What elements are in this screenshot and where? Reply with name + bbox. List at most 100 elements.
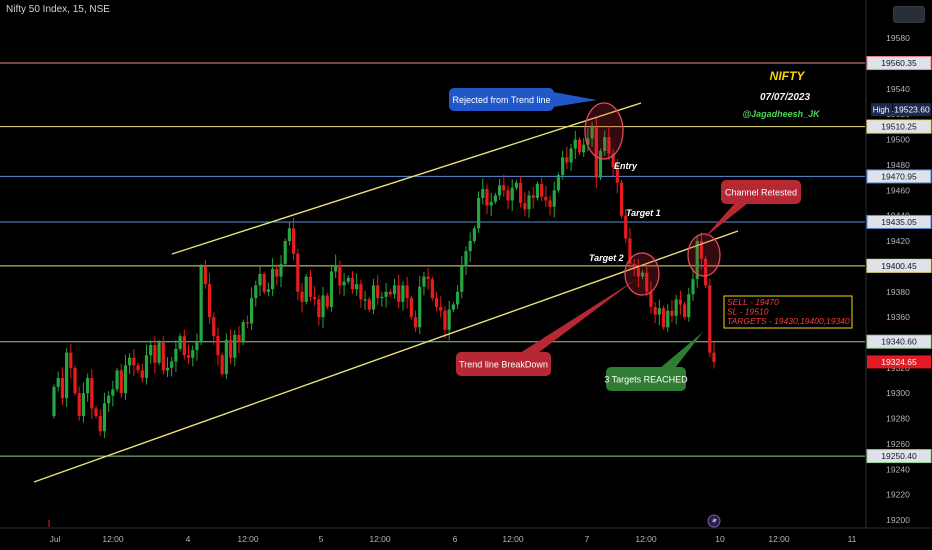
candle-body	[195, 342, 199, 351]
candle-body	[506, 190, 510, 201]
candle-body	[531, 195, 535, 198]
y-tick-label: 19240	[886, 464, 910, 474]
candle-body	[237, 334, 241, 343]
x-tick-label: 11	[848, 534, 857, 544]
candlesticks	[52, 118, 716, 438]
x-tick-label: 12:00	[102, 534, 124, 544]
candle-body	[233, 334, 237, 358]
candle-body	[523, 202, 527, 210]
candle-body	[228, 339, 233, 358]
candle-body	[552, 190, 556, 207]
candle-body	[502, 185, 506, 191]
candle-body	[102, 403, 107, 432]
candle-body	[590, 126, 594, 139]
candle-body	[359, 284, 363, 300]
candle-body	[90, 377, 94, 409]
callout-reached-box	[606, 367, 686, 391]
callout-breakdown-box	[456, 352, 551, 376]
lower-trendline	[33, 230, 739, 483]
candle-body	[594, 126, 598, 178]
candle-body	[107, 395, 111, 404]
x-axis-ticks: Jul 12:00 4 12:00 5 12:00 6 12:00 7 12:00 10 12:00 1…	[50, 534, 857, 544]
candle-body	[212, 317, 216, 337]
candle-body	[77, 393, 81, 417]
chart-settings-button[interactable]	[893, 6, 925, 23]
candle-body	[81, 393, 86, 417]
candle-body	[401, 285, 405, 302]
candle-body	[460, 266, 464, 292]
y-tick-label: 19500	[886, 135, 910, 145]
candle-body	[439, 306, 443, 311]
callout-reached: 3 Targets REACHED	[604, 332, 703, 391]
candle-body	[98, 416, 102, 432]
y-tick-label: 19460	[886, 185, 910, 195]
level-price-tag	[866, 214, 932, 229]
level-price-tag	[866, 119, 932, 134]
date-text: 07/07/2023	[760, 92, 810, 103]
x-tick-label: 12:00	[768, 534, 790, 544]
y-tick-label: 19300	[886, 388, 910, 398]
candle-body	[136, 365, 140, 371]
trade-box-border	[723, 295, 853, 329]
high-tag-label: High	[873, 106, 889, 115]
candle-body	[317, 299, 321, 318]
candle-body	[678, 299, 682, 305]
x-tick-label: 7	[585, 534, 590, 544]
candle-body	[287, 228, 292, 242]
level-price-label: 19510.25	[881, 122, 917, 132]
candle-body	[472, 228, 476, 242]
candle-body	[111, 389, 115, 396]
candle-body	[682, 304, 687, 318]
level-price-tag	[866, 334, 932, 349]
level-price-tag	[866, 449, 932, 464]
candle-body	[434, 298, 439, 307]
y-tick-label: 19540	[886, 84, 910, 94]
breakdown-ellipse	[624, 252, 660, 296]
candle-body	[249, 298, 254, 324]
candle-body	[695, 241, 699, 280]
candle-body	[586, 138, 590, 145]
candle-body	[548, 200, 552, 207]
candle-body	[325, 295, 329, 307]
candle-body	[140, 370, 144, 378]
candle-body	[207, 284, 212, 318]
candle-body	[418, 286, 422, 328]
level-price-tag	[866, 56, 932, 71]
candle-body	[619, 182, 624, 216]
candle-body	[397, 285, 401, 302]
candle-body	[165, 367, 170, 371]
high-price-label: 19523.60	[894, 105, 930, 115]
callout-retested-pointer	[704, 203, 748, 238]
high-tag-box	[871, 103, 892, 117]
candle-body	[573, 139, 577, 149]
candle-body	[191, 350, 195, 358]
candle-body	[519, 182, 523, 203]
x-tick-label: 12:00	[237, 534, 259, 544]
candle-body	[582, 144, 586, 153]
candle-body	[69, 352, 73, 368]
y-tick-label: 19200	[886, 515, 910, 525]
candle-body	[703, 258, 708, 286]
x-tick-label: 6	[453, 534, 458, 544]
candle-body	[636, 267, 640, 277]
candle-body	[380, 296, 384, 299]
candle-body	[699, 241, 703, 259]
callout-retested-box	[721, 180, 801, 204]
candle-body	[430, 279, 434, 299]
candle-body	[661, 308, 666, 328]
x-tick-label: 10	[715, 534, 725, 544]
target2-label: Target 2	[589, 253, 624, 263]
candle-body	[565, 157, 569, 163]
retest-ellipse	[687, 233, 721, 277]
candle-body	[94, 408, 98, 417]
candle-body	[254, 285, 258, 299]
candle-body	[687, 294, 691, 318]
candle-body	[527, 195, 531, 210]
level-price-label: 19470.95	[881, 171, 917, 181]
candle-body	[464, 251, 468, 267]
candle-body	[624, 215, 628, 239]
callout-breakdown-pointer	[520, 280, 635, 353]
candle-body	[52, 386, 56, 417]
candle-body	[367, 299, 371, 310]
